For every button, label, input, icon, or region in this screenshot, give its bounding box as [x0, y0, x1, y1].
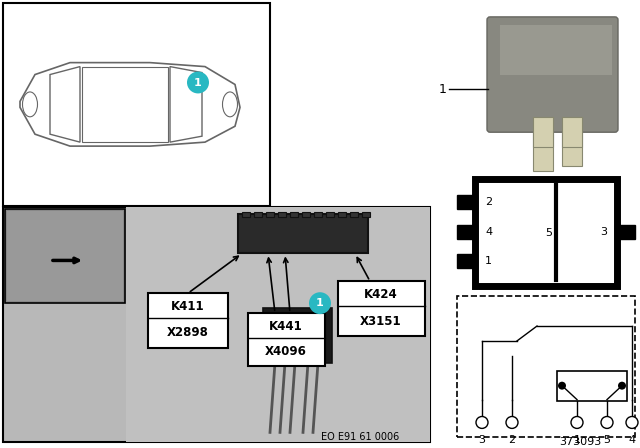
Bar	[562, 117, 582, 166]
Bar	[533, 117, 553, 147]
Bar	[278, 212, 286, 217]
Circle shape	[187, 72, 209, 94]
Text: 1: 1	[573, 435, 580, 445]
Bar	[562, 117, 582, 147]
Bar	[500, 25, 612, 74]
FancyBboxPatch shape	[487, 17, 618, 132]
Bar	[126, 207, 430, 442]
Bar	[326, 212, 334, 217]
Bar	[290, 212, 298, 217]
Circle shape	[571, 417, 583, 428]
Circle shape	[476, 417, 488, 428]
Bar	[350, 212, 358, 217]
Text: 3: 3	[600, 227, 607, 237]
Bar	[248, 313, 325, 366]
Bar	[457, 195, 477, 209]
Circle shape	[506, 417, 518, 428]
Bar	[457, 254, 477, 268]
Text: K441: K441	[269, 319, 303, 332]
Text: 1: 1	[194, 78, 202, 87]
Bar	[557, 371, 627, 401]
Text: K424: K424	[364, 288, 398, 301]
Circle shape	[601, 417, 613, 428]
Bar	[263, 308, 332, 363]
Text: 5: 5	[604, 435, 611, 445]
Bar	[615, 224, 635, 238]
Text: 5: 5	[545, 228, 552, 237]
Circle shape	[626, 417, 638, 428]
Bar	[314, 212, 322, 217]
Bar	[338, 212, 346, 217]
Text: 2: 2	[508, 435, 516, 445]
Bar	[7, 211, 123, 301]
Bar	[475, 179, 617, 286]
Text: 1: 1	[439, 83, 447, 96]
Circle shape	[558, 382, 566, 390]
Text: X3151: X3151	[360, 314, 402, 327]
Text: X4096: X4096	[265, 345, 307, 358]
Text: 1: 1	[485, 256, 492, 267]
Text: 4: 4	[485, 227, 492, 237]
Bar	[457, 296, 635, 437]
Bar	[3, 207, 430, 442]
Bar	[3, 3, 270, 206]
Bar	[148, 293, 228, 348]
Bar	[457, 224, 477, 238]
Bar	[238, 214, 368, 254]
Bar	[338, 281, 425, 336]
Bar	[242, 212, 250, 217]
Circle shape	[618, 382, 626, 390]
Circle shape	[309, 292, 331, 314]
Text: 373093: 373093	[559, 437, 601, 448]
Text: K411: K411	[171, 300, 205, 313]
Bar	[302, 212, 310, 217]
Bar	[266, 212, 274, 217]
Text: X2898: X2898	[167, 327, 209, 340]
Text: 1: 1	[316, 298, 324, 308]
Bar	[5, 209, 125, 303]
Bar	[254, 212, 262, 217]
Text: 3: 3	[479, 435, 486, 445]
Bar	[533, 117, 553, 171]
Text: EO E91 61 0006: EO E91 61 0006	[321, 432, 399, 442]
Bar	[362, 212, 370, 217]
Text: 2: 2	[485, 197, 492, 207]
Text: 4: 4	[628, 435, 636, 445]
